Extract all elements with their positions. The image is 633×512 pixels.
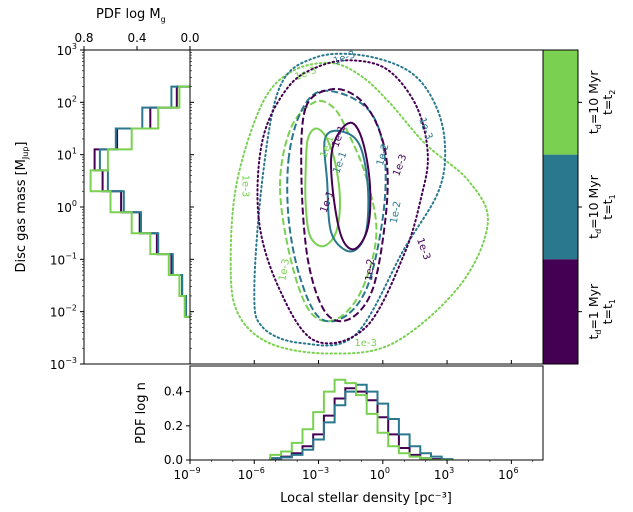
density-tick-label: 10−9 bbox=[173, 466, 200, 482]
pdfn-tick-label: 0.2 bbox=[164, 419, 183, 433]
contour-s1-1e-1 bbox=[330, 121, 372, 251]
contour-s3-1e-3 bbox=[229, 61, 489, 355]
density-tick-label: 10−6 bbox=[238, 466, 265, 482]
density-pdf-s2 bbox=[269, 383, 454, 460]
contour-label: 1e-3 bbox=[277, 258, 292, 282]
colorbar-frame bbox=[542, 49, 579, 365]
top-tick-label: 0.8 bbox=[74, 31, 93, 45]
mass-tick-label: 10−3 bbox=[50, 356, 77, 372]
top-tick-label: 0.4 bbox=[127, 31, 146, 45]
top-tick-label: 0.0 bbox=[180, 31, 199, 45]
contour-s2-1e-3 bbox=[253, 52, 447, 347]
contour-label: 1e-3 bbox=[416, 116, 434, 141]
colorbar-segment-s2 bbox=[543, 154, 578, 260]
contour-s1-1e-3 bbox=[256, 59, 429, 345]
density-tick-label: 106 bbox=[498, 466, 518, 482]
top-axis-label: PDF log Mg bbox=[96, 7, 166, 24]
density-tick-label: 100 bbox=[370, 466, 390, 482]
contour-label-layer: 1e-11e-11e-11e-11e-21e-21e-21e-31e-31e-3… bbox=[240, 49, 435, 349]
colorbar-label-line1: td=1 Myr bbox=[586, 283, 603, 340]
contour-s3-1e-2 bbox=[278, 99, 378, 323]
colorbar-label-line2: t=t1 bbox=[600, 299, 617, 324]
colorbar-label-line1: td=10 Myr bbox=[586, 70, 603, 135]
mass-pdf-s2 bbox=[98, 85, 190, 318]
x-axis-label: Local stellar density [pc⁻³] bbox=[280, 491, 452, 506]
colorbar-segment-s3 bbox=[543, 50, 578, 155]
density-pdf-y-label: PDF log n bbox=[134, 382, 149, 444]
contour-label: 1e-3 bbox=[240, 175, 251, 198]
contour-label: 1e-3 bbox=[332, 49, 357, 67]
density-tick-label: 103 bbox=[434, 466, 454, 482]
pdfn-tick-label: 0.4 bbox=[164, 385, 183, 399]
pdfn-tick-label: 0.0 bbox=[164, 453, 183, 467]
contour-label: 1e-3 bbox=[293, 65, 318, 83]
contour-label: 1e-1 bbox=[330, 124, 348, 149]
contour-label: 1e-2 bbox=[389, 200, 404, 224]
contour-s3-1e-1 bbox=[304, 127, 342, 248]
contour-s1-1e-2 bbox=[300, 87, 389, 323]
density-pdf-s3 bbox=[269, 378, 453, 460]
tick-layer: 103 102 101 100 10−1 10−2 10−3 10−9 10−6 10−3 100 1… bbox=[50, 31, 534, 482]
contour-label: 1e-3 bbox=[391, 153, 409, 178]
contour-layer bbox=[229, 52, 489, 355]
density-pdf-layer bbox=[269, 378, 454, 460]
mass-pdf-layer bbox=[89, 85, 190, 318]
density-tick-label: 10−3 bbox=[302, 466, 329, 482]
mass-tick-label: 10−2 bbox=[50, 304, 77, 320]
mass-tick-label: 102 bbox=[57, 94, 77, 110]
mass-pdf-frame bbox=[83, 49, 191, 365]
contour-label: 1e-3 bbox=[414, 237, 432, 262]
contour-label: 1e-1 bbox=[331, 150, 349, 175]
y-axis-label: Disc gas mass [MJup] bbox=[14, 142, 30, 273]
colorbar-segment-s1 bbox=[543, 259, 578, 364]
density-pdf-frame bbox=[189, 365, 544, 461]
colorbar-label-line2: t=t1 bbox=[600, 194, 617, 219]
contour-label: 1e-3 bbox=[354, 338, 377, 349]
contour-label: 1e-2 bbox=[375, 143, 391, 168]
contour-label: 1e-2 bbox=[364, 258, 377, 281]
contour-s2-1e-2 bbox=[286, 89, 387, 323]
mass-tick-label: 10−1 bbox=[50, 251, 77, 267]
mass-tick-label: 101 bbox=[57, 147, 77, 163]
mass-tick-label: 103 bbox=[57, 42, 77, 58]
main-plot-frame bbox=[189, 49, 544, 365]
density-pdf-s1 bbox=[269, 387, 453, 460]
colorbar-label-line2: t=t2 bbox=[600, 90, 617, 115]
mass-tick-label: 100 bbox=[57, 199, 77, 215]
mass-pdf-s3 bbox=[89, 85, 190, 318]
colorbar-label-line1: td=10 Myr bbox=[586, 174, 603, 239]
